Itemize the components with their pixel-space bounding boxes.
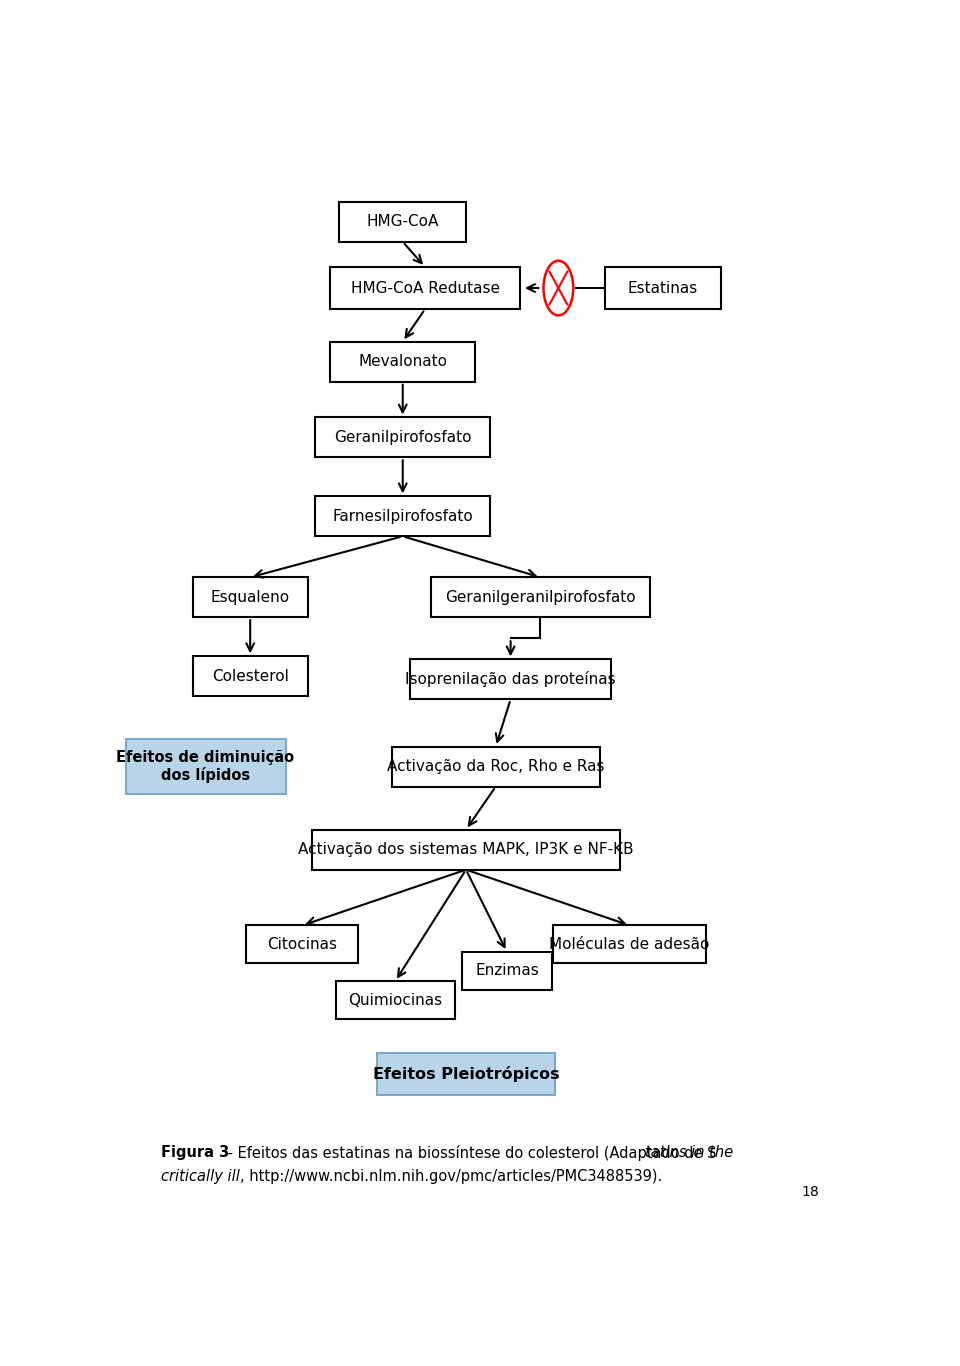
- Text: Activação da Roc, Rho e Ras: Activação da Roc, Rho e Ras: [387, 759, 605, 775]
- Text: Quimiocinas: Quimiocinas: [348, 993, 443, 1008]
- Text: Mevalonato: Mevalonato: [358, 354, 447, 369]
- FancyBboxPatch shape: [330, 342, 475, 381]
- Text: Geranilgeranilpirofosfato: Geranilgeranilpirofosfato: [445, 590, 636, 605]
- FancyBboxPatch shape: [463, 952, 551, 989]
- Text: , http://www.ncbi.nlm.nih.gov/pmc/articles/PMC3488539).: , http://www.ncbi.nlm.nih.gov/pmc/articl…: [240, 1169, 662, 1184]
- FancyBboxPatch shape: [410, 660, 611, 699]
- FancyBboxPatch shape: [193, 578, 308, 617]
- FancyBboxPatch shape: [193, 656, 308, 697]
- Text: Colesterol: Colesterol: [212, 668, 289, 683]
- Text: Efeitos Pleiotrópicos: Efeitos Pleiotrópicos: [372, 1065, 560, 1082]
- Text: Moléculas de adesão: Moléculas de adesão: [549, 937, 709, 952]
- Text: Enzimas: Enzimas: [475, 963, 539, 978]
- FancyBboxPatch shape: [392, 747, 600, 787]
- FancyBboxPatch shape: [315, 418, 491, 458]
- FancyBboxPatch shape: [340, 202, 466, 242]
- Text: Esqualeno: Esqualeno: [210, 590, 290, 605]
- FancyBboxPatch shape: [247, 925, 358, 963]
- FancyBboxPatch shape: [312, 829, 620, 870]
- FancyBboxPatch shape: [336, 981, 455, 1019]
- FancyBboxPatch shape: [315, 496, 491, 537]
- Text: - Efeitos das estatinas na biossíntese do colesterol (Adaptado de S: - Efeitos das estatinas na biossíntese d…: [223, 1145, 716, 1161]
- Text: tatins in the: tatins in the: [645, 1145, 733, 1160]
- FancyBboxPatch shape: [330, 266, 520, 309]
- FancyBboxPatch shape: [606, 266, 721, 309]
- Text: Citocinas: Citocinas: [267, 937, 337, 952]
- Text: Estatinas: Estatinas: [628, 280, 698, 295]
- Text: Figura 3: Figura 3: [161, 1145, 229, 1160]
- FancyBboxPatch shape: [376, 1053, 555, 1094]
- FancyBboxPatch shape: [431, 578, 650, 617]
- Text: critically ill: critically ill: [161, 1169, 240, 1184]
- Text: Isoprenilação das proteínas: Isoprenilação das proteínas: [405, 671, 616, 687]
- Text: Efeitos de diminuição
dos lípidos: Efeitos de diminuição dos lípidos: [116, 750, 295, 784]
- Text: HMG-CoA Redutase: HMG-CoA Redutase: [350, 280, 499, 295]
- Text: Activação dos sistemas MAPK, IP3K e NF-KB: Activação dos sistemas MAPK, IP3K e NF-K…: [299, 843, 634, 858]
- FancyBboxPatch shape: [553, 925, 706, 963]
- Text: Farnesilpirofosfato: Farnesilpirofosfato: [332, 508, 473, 523]
- Text: Geranilpirofosfato: Geranilpirofosfato: [334, 430, 471, 445]
- Text: HMG-CoA: HMG-CoA: [367, 214, 439, 229]
- Text: 18: 18: [802, 1184, 820, 1199]
- FancyBboxPatch shape: [126, 739, 285, 794]
